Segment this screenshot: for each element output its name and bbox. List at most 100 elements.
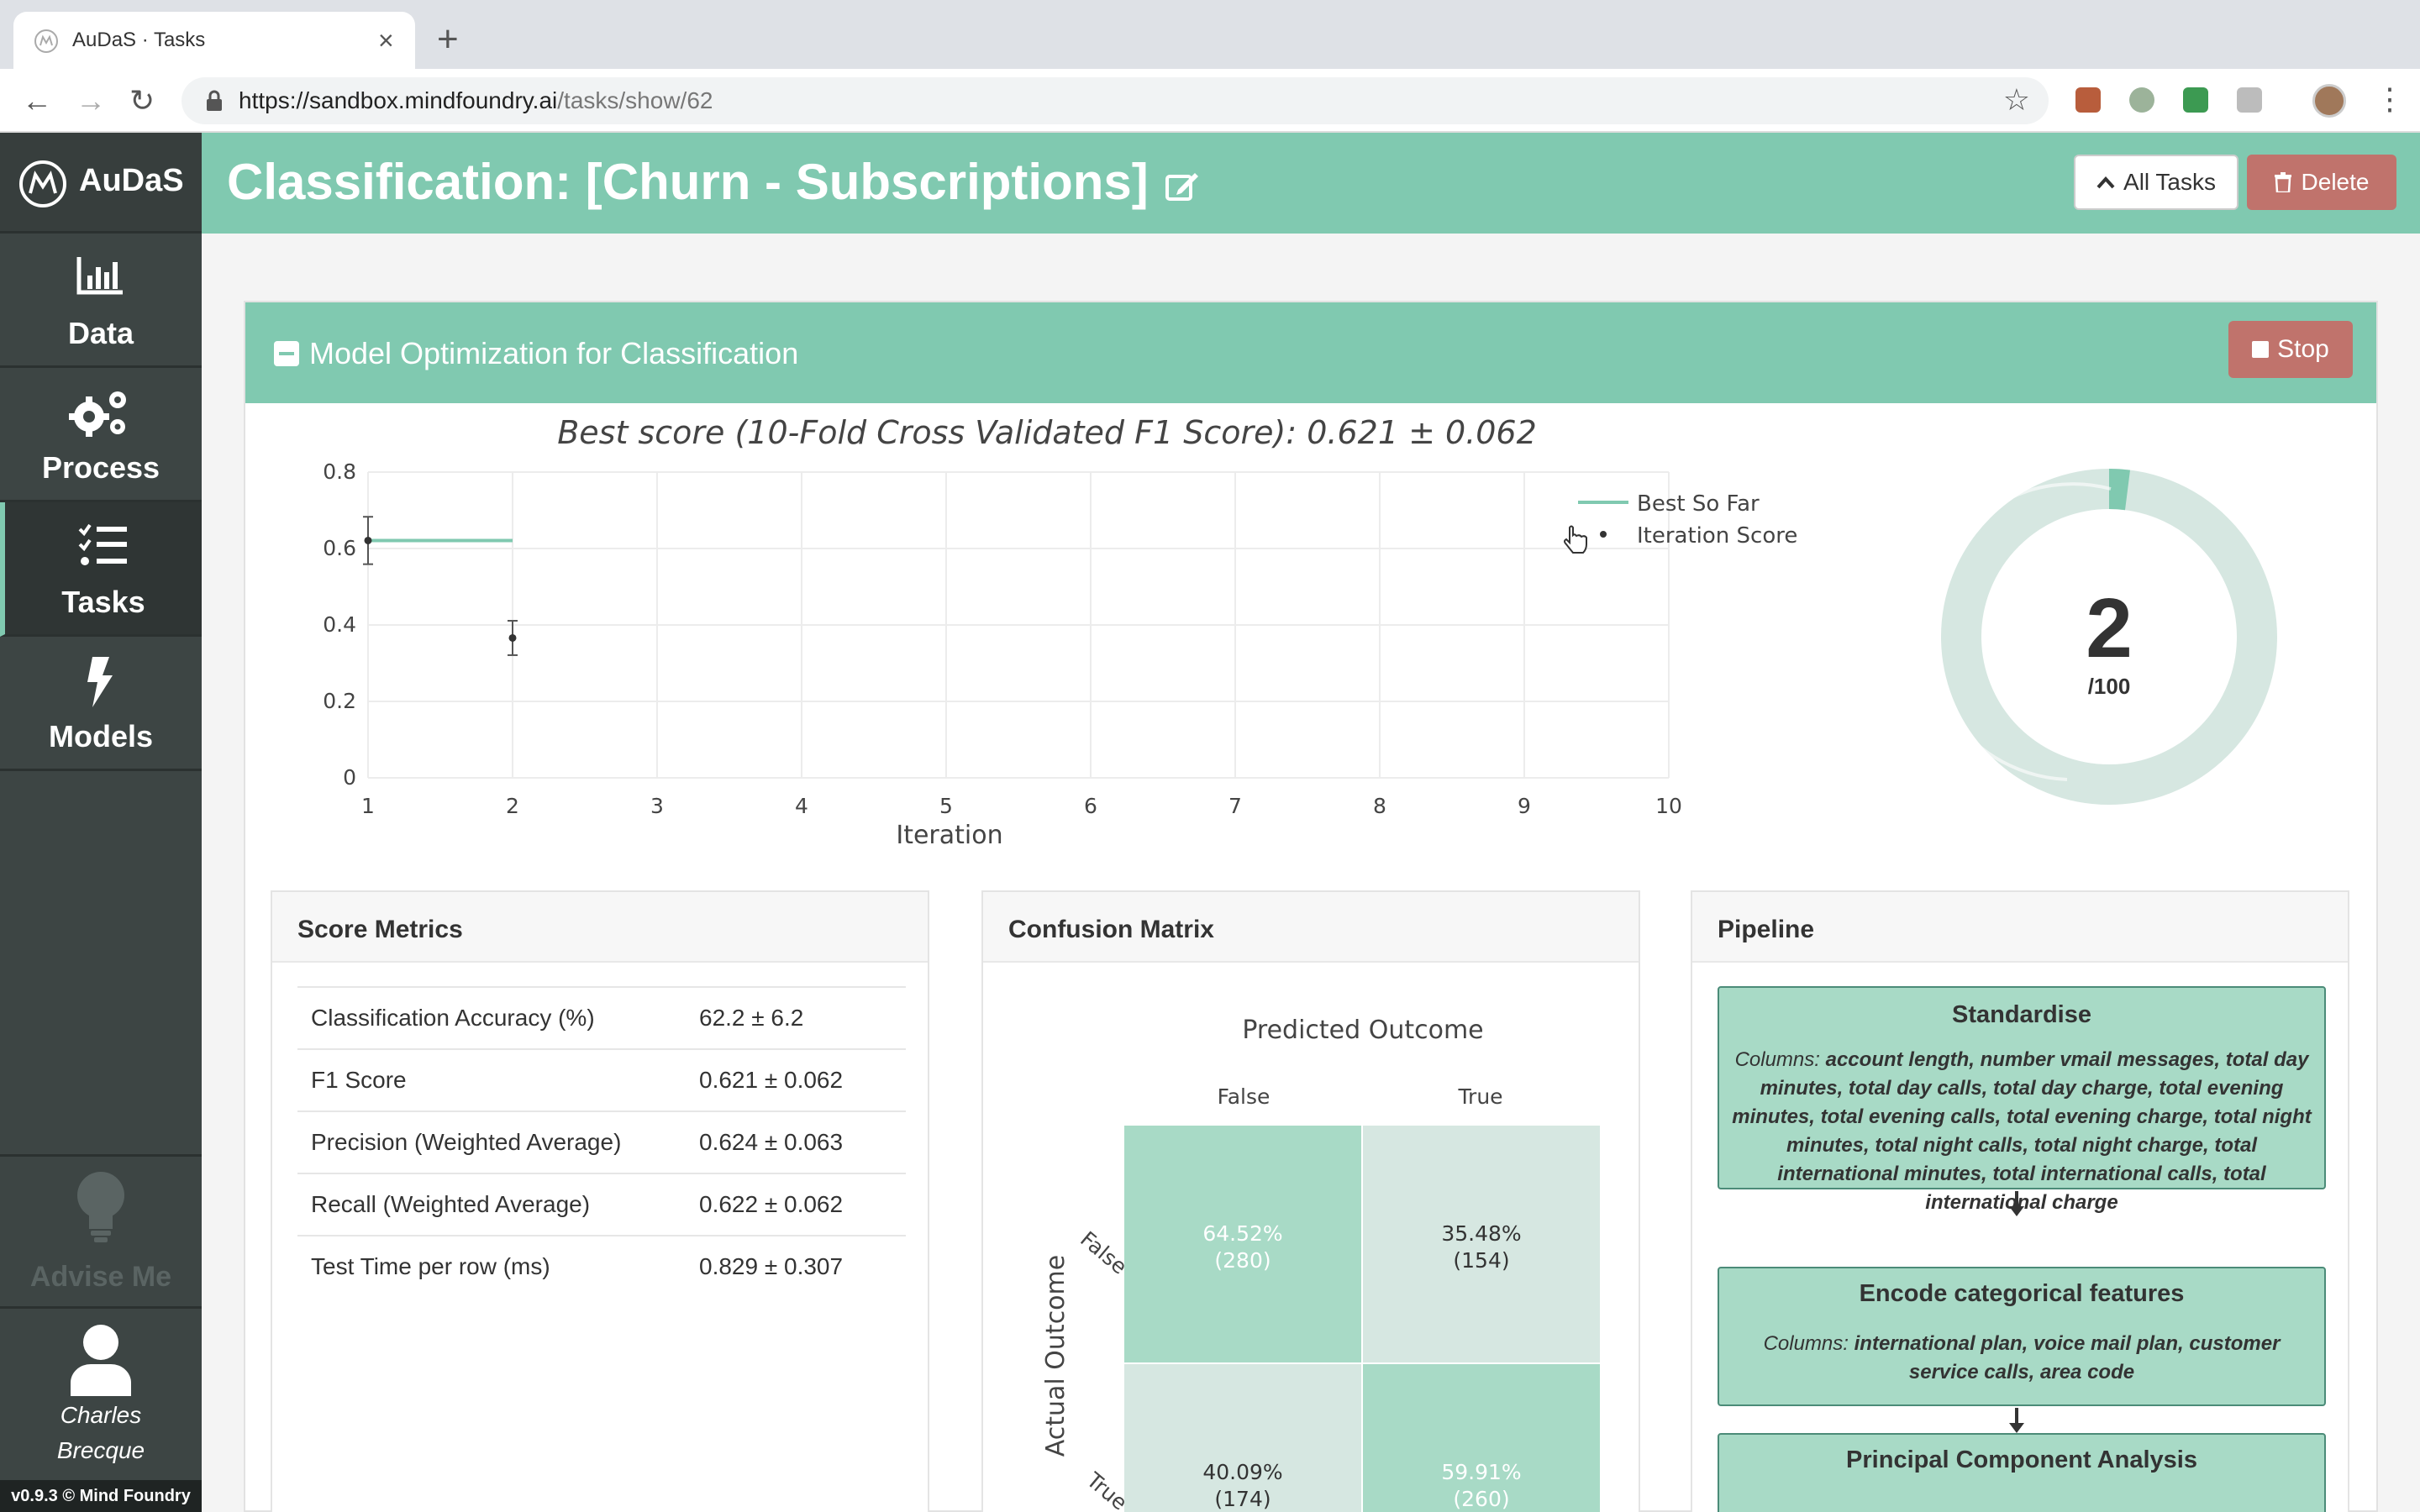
version-footer: v0.9.3 © Mind Foundry: [0, 1480, 202, 1512]
user-last-name: Brecque: [56, 1437, 145, 1463]
panel-title: Model Optimization for Classification: [309, 336, 799, 370]
confusion-matrix-title: Confusion Matrix: [983, 892, 1639, 963]
pipeline-columns-prefix: Columns:: [1763, 1332, 1849, 1355]
sidebar-item-data[interactable]: Data: [0, 234, 202, 368]
advise-me-button[interactable]: Advise Me: [0, 1154, 202, 1309]
metric-row: Recall (Weighted Average) 0.622 ± 0.062: [297, 1173, 906, 1235]
all-tasks-button[interactable]: All Tasks: [2074, 155, 2238, 210]
sidebar-item-label: Process: [41, 450, 160, 485]
browser-tab[interactable]: AuDaS · Tasks ×: [13, 12, 415, 69]
grammarly-extension-icon[interactable]: [2237, 87, 2262, 113]
panel-header: Model Optimization for Classification St…: [245, 302, 2376, 403]
task-list-icon: [78, 523, 127, 565]
advise-me-label: Advise Me: [29, 1261, 172, 1293]
lock-icon: [207, 90, 222, 111]
chart-x-label: Iteration: [896, 821, 1002, 850]
edit-icon[interactable]: [1165, 170, 1200, 202]
extension-icon-2[interactable]: [2129, 87, 2154, 113]
score-chart: 1 2 3 4 5 6 7 8 9 10 0 0.2 0.4 0.6 0.8 Best score (10…: [323, 414, 1797, 850]
url-host: https://sandbox.mindfoundry.ai: [239, 87, 558, 113]
row-label-false: False: [1076, 1226, 1132, 1279]
chart-title: Best score (10-Fold Cross Validated F1 S…: [557, 414, 1537, 451]
delete-label: Delete: [2301, 169, 2370, 195]
new-tab-icon[interactable]: +: [437, 18, 459, 60]
bookmark-star-icon[interactable]: ☆: [2002, 82, 2030, 117]
tab-close-icon[interactable]: ×: [378, 25, 394, 55]
y-tick-label: 0.8: [323, 459, 356, 484]
url-omnibox[interactable]: https://sandbox.mindfoundry.ai/tasks/sho…: [182, 77, 2049, 124]
lightning-icon: [87, 657, 113, 707]
confusion-cell-count: (280): [1214, 1248, 1270, 1273]
forward-arrow-icon[interactable]: →: [76, 83, 106, 118]
score-metrics-table: Classification Accuracy (%) 62.2 ± 6.2 F1 …: [297, 986, 906, 1297]
sidebar-item-models[interactable]: Models: [0, 637, 202, 771]
metric-row: F1 Score 0.621 ± 0.062: [297, 1048, 906, 1110]
drive-extension-icon[interactable]: [2183, 87, 2208, 113]
stop-button[interactable]: Stop: [2228, 321, 2353, 378]
confusion-matrix-cells: 64.52%(280) 35.48%(154) 40.09% (174) 59.91% (…: [1124, 1126, 1600, 1512]
pipeline-columns: account length, number vmail messages, t…: [1732, 1048, 2312, 1214]
user-name: Charles Brecque: [0, 1398, 202, 1468]
back-arrow-icon[interactable]: ←: [22, 83, 52, 118]
stop-square-icon: [2252, 341, 2270, 358]
metric-name: Precision (Weighted Average): [311, 1129, 622, 1155]
metric-value: 0.621 ± 0.062: [699, 1067, 844, 1093]
confusion-matrix-svg: Predicted Outcome False True Actual Outc…: [1041, 1016, 1600, 1512]
x-tick-label: 4: [795, 794, 808, 818]
col-label-true: True: [1457, 1084, 1502, 1109]
chart-series: [363, 516, 518, 656]
score-metrics-title: Score Metrics: [272, 892, 928, 963]
pipeline-step-encode[interactable]: Encode categorical features Columns: int…: [1718, 1267, 2326, 1406]
metric-row: Test Time per row (ms) 0.829 ± 0.307: [297, 1235, 906, 1297]
bar-chart-icon: [76, 257, 123, 295]
metric-value: 0.622 ± 0.062: [699, 1191, 844, 1217]
sidebar: AuDaS Data: [0, 133, 202, 1512]
gears-icon: [69, 391, 126, 437]
user-first-name: Charles: [60, 1402, 142, 1428]
x-tick-label: 10: [1655, 794, 1682, 818]
url-text: https://sandbox.mindfoundry.ai/tasks/sho…: [239, 87, 713, 114]
pipeline-step-standardise[interactable]: Standardise Columns: account length, num…: [1718, 986, 2326, 1214]
chevron-up-icon: [2096, 176, 2115, 189]
sidebar-item-label: Tasks: [61, 585, 145, 619]
browser-profile-avatar[interactable]: [2312, 84, 2346, 118]
extension-icon-1[interactable]: [2075, 87, 2101, 113]
brand[interactable]: AuDaS: [0, 133, 202, 234]
sidebar-item-tasks[interactable]: Tasks: [0, 502, 202, 637]
iteration-score-point: [508, 633, 517, 642]
lightbulb-icon: [77, 1172, 124, 1242]
browser-menu-icon[interactable]: ⋮: [2375, 81, 2405, 116]
confusion-matrix-card: Confusion Matrix Predicted Outcome False…: [981, 890, 1640, 1512]
metric-name: Classification Accuracy (%): [311, 1005, 595, 1031]
metric-name: Test Time per row (ms): [311, 1253, 550, 1279]
sidebar-item-process[interactable]: Process: [0, 368, 202, 502]
confusion-cell: [1124, 1364, 1361, 1512]
confusion-cell-count: (174): [1214, 1487, 1270, 1511]
pipeline-step-title: Encode categorical features: [1859, 1280, 2185, 1307]
pipeline-columns-prefix: Columns:: [1734, 1048, 1820, 1071]
confusion-cell-count: (260): [1453, 1487, 1509, 1511]
chart-legend[interactable]: Best So Far Iteration Score: [1578, 491, 1797, 549]
confusion-cell-percent: 35.48%: [1441, 1221, 1521, 1246]
user-profile[interactable]: Charles Brecque: [0, 1309, 202, 1477]
iteration-count: 2: [2086, 581, 2133, 675]
delete-button[interactable]: Delete: [2247, 155, 2396, 210]
x-tick-label: 3: [650, 794, 664, 818]
brand-name: AuDaS: [79, 163, 184, 198]
stop-label: Stop: [2277, 335, 2329, 363]
metric-value: 62.2 ± 6.2: [699, 1005, 804, 1031]
pipeline-columns: international plan, voice mail plan, cus…: [1854, 1332, 2281, 1383]
collapse-minus-icon[interactable]: [274, 341, 299, 366]
pipeline-step-pca[interactable]: Principal Component Analysis: [1718, 1433, 2326, 1512]
chart-grid: [367, 471, 1670, 779]
x-tick-label: 7: [1228, 794, 1242, 818]
chart-y-ticks: 0 0.2 0.4 0.6 0.8: [323, 459, 356, 790]
pipeline-title: Pipeline: [1692, 892, 2348, 963]
reload-icon[interactable]: ↻: [129, 83, 155, 118]
y-tick-label: 0: [343, 765, 356, 790]
legend-best-so-far: Best So Far: [1637, 491, 1760, 517]
metric-row: Precision (Weighted Average) 0.624 ± 0.06…: [297, 1110, 906, 1173]
browser-tabbar: AuDaS · Tasks × +: [0, 0, 2420, 69]
metric-value: 0.624 ± 0.063: [699, 1129, 844, 1155]
metric-name: Recall (Weighted Average): [311, 1191, 591, 1217]
